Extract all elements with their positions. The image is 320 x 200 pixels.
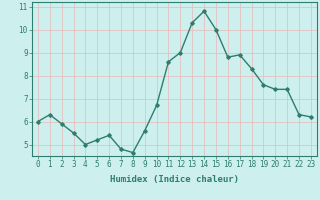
X-axis label: Humidex (Indice chaleur): Humidex (Indice chaleur) bbox=[110, 175, 239, 184]
